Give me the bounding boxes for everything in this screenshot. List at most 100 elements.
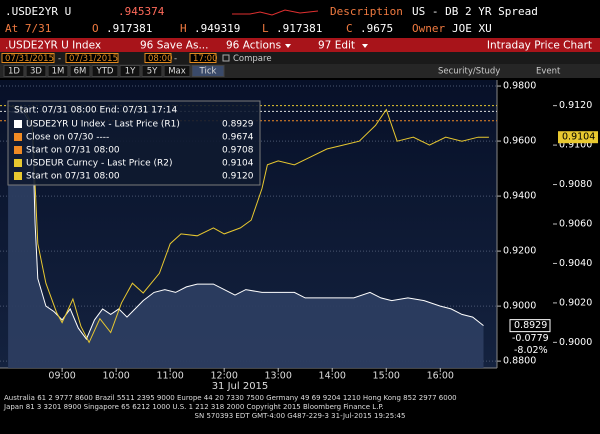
label: O — [92, 22, 99, 35]
legend-swatch — [14, 159, 22, 167]
view-title: Intraday Price Chart — [487, 40, 592, 52]
x-tick-label: 09:00 — [48, 371, 75, 382]
value: JOE XU — [452, 22, 492, 35]
y2-tick-label: 0.9120 — [559, 100, 592, 111]
last-price: .945374 — [118, 5, 165, 18]
legend-swatch — [14, 172, 22, 180]
y2-tick-label: 0.9020 — [559, 297, 592, 308]
dropdown-arrow — [285, 44, 291, 48]
y2-tick-label: 0.9080 — [559, 179, 592, 190]
value: .917381 — [106, 22, 152, 35]
footer: Australia 61 2 9777 8600 Brazil 5511 239… — [3, 394, 457, 420]
footer-line: Australia 61 2 9777 8600 Brazil 5511 239… — [4, 394, 457, 402]
period-button[interactable] — [191, 65, 225, 77]
line — [7, 105, 489, 344]
period-button[interactable] — [163, 65, 191, 77]
footer-line: Japan 81 3 3201 8900 Singapore 65 6212 1… — [3, 403, 384, 411]
y-tick-label: 0.9800 — [503, 81, 536, 92]
legend-label: Start on 07/31 08:00 — [26, 172, 120, 182]
event-button[interactable]: Event — [536, 67, 561, 77]
y-tick-label: 0.8800 — [503, 356, 536, 367]
y-tick-label: 0.9000 — [503, 301, 536, 312]
x-axis-label: 31 Jul 2015 — [212, 381, 269, 392]
legend-value: 0.9674 — [222, 133, 254, 143]
last-price: 0.8929 — [514, 320, 547, 331]
period-label: 6M — [74, 67, 87, 77]
period-button[interactable] — [69, 65, 91, 77]
y2-tick-label: 0.9040 — [559, 258, 592, 269]
toolbar-bg — [0, 38, 600, 52]
input[interactable] — [1, 53, 55, 63]
footer-line: SN 570393 EDT GMT-4:00 G487-229-3 31-Jul… — [195, 412, 406, 420]
dropdown-arrow — [362, 44, 368, 48]
compare[interactable]: Compare — [233, 54, 272, 64]
x-tick-label: 13:00 — [265, 371, 292, 382]
y-tick-label: 0.9400 — [503, 191, 536, 202]
label: Description — [330, 5, 403, 18]
security[interactable]: .USDE2YR U Index — [5, 40, 101, 52]
period-button[interactable] — [47, 65, 69, 77]
period-label: 1D — [8, 67, 20, 77]
period-button[interactable] — [3, 65, 25, 77]
value: .9675 — [360, 22, 393, 35]
legend-label: Start on 07/31 08:00 — [26, 146, 120, 156]
toolbar: .USDE2YR U Index 96 Save As... 96 Action… — [0, 38, 600, 52]
y-tick-label: 0.9200 — [503, 246, 536, 257]
input[interactable] — [189, 53, 217, 63]
description: US - DB 2 YR Spread — [412, 5, 538, 18]
range-row: 07/31/2015 - 07/31/2015 08:00 - 17:00 Co… — [0, 52, 600, 64]
end-date: 07/31/2015 — [69, 54, 118, 64]
period-button[interactable] — [141, 65, 163, 77]
x-tick-label: 12:00 — [210, 371, 237, 382]
checkbox[interactable] — [222, 54, 230, 62]
period-label: YTD — [96, 67, 114, 77]
area — [8, 111, 484, 369]
header: .USDE2YR U .945374 Description US - DB 2… — [5, 5, 538, 35]
legend-value: 0.9120 — [222, 172, 254, 182]
start-time: 08:00 — [148, 54, 173, 64]
period-button[interactable] — [91, 65, 119, 77]
legend-value: 0.9708 — [222, 146, 254, 156]
period-label: Tick — [199, 67, 217, 77]
legend-label: USDEUR Curncy - Last Price (R2) — [26, 159, 173, 169]
actions-button[interactable]: 96 Actions — [226, 40, 281, 52]
start-date: 07/31/2015 — [5, 54, 54, 64]
last-price: 0.9104 — [562, 132, 595, 143]
save-button[interactable]: 96 Save As... — [140, 40, 208, 52]
y2-tick-label: 0.9100 — [559, 140, 592, 151]
legend-swatch — [14, 120, 22, 128]
period-label: 3D — [30, 67, 42, 77]
y2-tick-label: 0.9000 — [559, 337, 592, 348]
dash: - — [174, 54, 177, 64]
period-label: 1M — [52, 67, 65, 77]
legend-swatch — [14, 133, 22, 141]
edit-button[interactable]: 97 Edit — [318, 40, 355, 52]
line — [8, 110, 484, 341]
period-button[interactable] — [25, 65, 47, 77]
x-tick-label: 14:00 — [319, 371, 346, 382]
ticker: .USDE2YR U — [5, 5, 71, 18]
legend: Start: 07/31 08:00 End: 07/31 17:14 USDE2… — [7, 100, 261, 186]
input[interactable] — [144, 53, 172, 63]
value: .917381 — [276, 22, 322, 35]
period-button[interactable] — [119, 65, 141, 77]
last-price-tag — [558, 131, 598, 144]
legend-label: USDE2YR U Index - Last Price (R1) — [26, 120, 180, 130]
label: H — [180, 22, 187, 35]
study-button[interactable]: Security/Study — [438, 67, 500, 77]
legend-value: 0.9104 — [222, 159, 254, 169]
x-tick-label: 16:00 — [427, 371, 454, 382]
legend-label: Close on 07/30 ---- — [26, 133, 109, 143]
period-label: 1Y — [125, 67, 136, 77]
dash: - — [58, 54, 61, 64]
label: Owner — [412, 22, 445, 35]
value: .949319 — [194, 22, 240, 35]
input[interactable] — [65, 53, 119, 63]
label: At 7/31 — [5, 22, 51, 35]
period-label: 5Y — [147, 67, 158, 77]
label: L — [262, 22, 269, 35]
x-tick-label: 11:00 — [156, 371, 183, 382]
period-label: Max — [168, 67, 186, 77]
x-tick-label: 15:00 — [373, 371, 400, 382]
